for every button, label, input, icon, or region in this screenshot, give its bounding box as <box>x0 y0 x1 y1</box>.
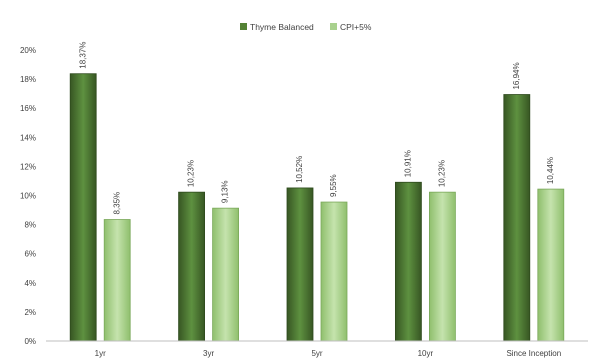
legend-swatch-cpi-plus-5 <box>330 23 337 30</box>
bar-cpi-plus-5 <box>320 201 348 342</box>
y-tick-label: 12% <box>20 162 36 171</box>
data-label: 18,37% <box>78 42 87 69</box>
bar-thyme-balanced <box>178 191 206 342</box>
y-tick-label: 16% <box>20 104 36 113</box>
data-label: 10,52% <box>295 156 304 183</box>
x-category-label: 5yr <box>311 349 322 358</box>
y-tick-label: 4% <box>24 279 36 288</box>
data-label: 10,23% <box>187 160 196 187</box>
y-tick-label: 2% <box>24 308 36 317</box>
data-label: 9,55% <box>329 174 338 197</box>
bars-group: 18,37% 8,35% 10,23% 9,13% 10,52% 9,55% 10,91% 1… <box>69 42 565 342</box>
bar-cpi-plus-5 <box>537 188 565 342</box>
y-tick-label: 6% <box>24 250 36 259</box>
y-tick-label: 14% <box>20 133 36 142</box>
bar-thyme-balanced <box>69 73 97 342</box>
bar-thyme-balanced <box>394 181 422 342</box>
data-label: 10,44% <box>546 157 555 184</box>
x-axis: 1yr 3yr 5yr 10yr Since Inception <box>46 340 588 358</box>
bar-cpi-plus-5 <box>103 219 131 342</box>
data-label: 10,23% <box>438 160 447 187</box>
data-label: 8,35% <box>112 192 121 215</box>
bar-thyme-balanced <box>503 94 531 342</box>
y-tick-label: 18% <box>20 75 36 84</box>
y-axis: 0% 2% 4% 6% 8% 10% 12% 14% 16% 18% 20% <box>20 46 36 346</box>
data-label: 10,91% <box>404 150 413 177</box>
y-tick-label: 20% <box>20 46 36 55</box>
legend-label: CPI+5% <box>340 22 372 32</box>
bar-cpi-plus-5 <box>212 207 240 342</box>
data-label: 16,94% <box>512 62 521 89</box>
bar-cpi-plus-5 <box>428 191 456 342</box>
legend-swatch-thyme-balanced <box>240 23 247 30</box>
legend-label: Thyme Balanced <box>250 22 314 32</box>
y-tick-label: 10% <box>20 192 36 201</box>
x-category-label: 3yr <box>203 349 214 358</box>
x-category-label: 10yr <box>418 349 434 358</box>
chart-legend: Thyme Balanced CPI+5% <box>240 22 372 32</box>
y-tick-label: 8% <box>24 221 36 230</box>
bar-thyme-balanced <box>286 187 314 342</box>
x-category-label: 1yr <box>95 349 106 358</box>
x-category-label: Since Inception <box>506 349 561 358</box>
y-tick-label: 0% <box>24 337 36 346</box>
data-label: 9,13% <box>221 180 230 203</box>
